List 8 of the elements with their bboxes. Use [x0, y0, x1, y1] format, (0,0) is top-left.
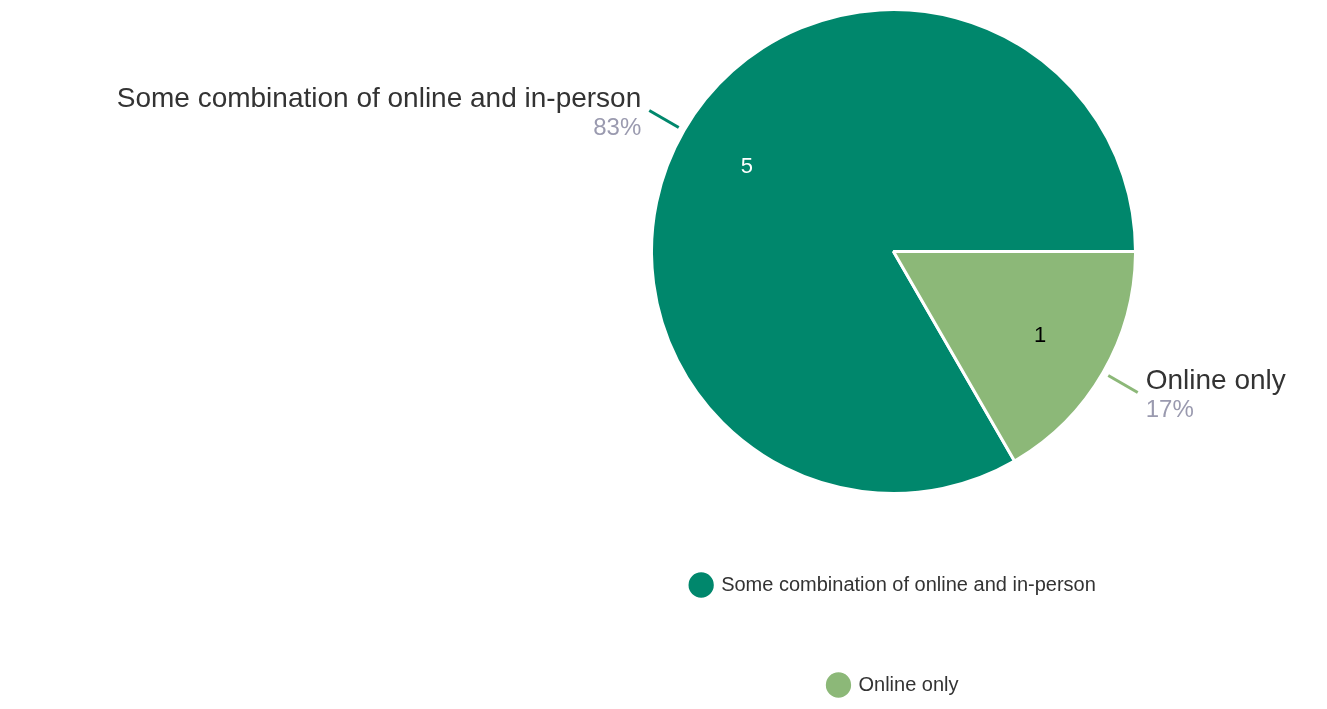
slice-label: Some combination of online and in-person	[116, 81, 642, 113]
data-label: 5	[740, 152, 753, 178]
slice-label: Online only	[1145, 363, 1286, 395]
legend-label: Online only	[858, 672, 959, 695]
legend-label: Some combination of online and in-person	[721, 572, 1096, 595]
text: 17%	[1145, 394, 1194, 422]
data-label: 1	[1034, 322, 1047, 348]
text: 83%	[593, 112, 642, 140]
